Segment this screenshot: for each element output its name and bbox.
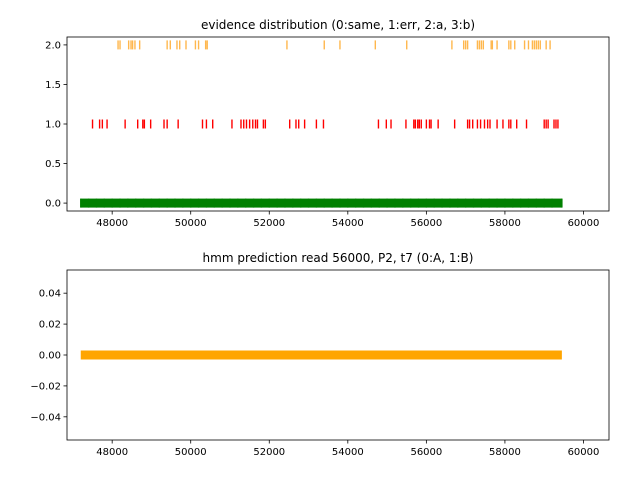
x-tick-label: 56000 [410,218,442,229]
y-tick-label: 0.02 [39,320,61,331]
y-tick-label: 1.0 [45,120,61,131]
x-tick-label: 60000 [568,447,600,458]
x-tick-label: 52000 [253,218,285,229]
axes-frame [66,36,610,212]
y-tick-label: −0.04 [30,412,61,423]
x-tick-label: 58000 [489,447,521,458]
chart-title: hmm prediction read 56000, P2, t7 (0:A, … [203,251,474,265]
y-tick-label: −0.02 [30,381,61,392]
y-tick-label: 0.0 [45,199,61,210]
x-tick-label: 52000 [253,447,285,458]
prediction-line [80,350,562,360]
y-tick-label: 0.04 [39,289,61,300]
y-tick-label: 1.5 [45,80,61,91]
chart-2: 48000 50000 52000 54000 56000 58000 60000 −0.04… [30,251,610,458]
y-tick-label: 0.5 [45,159,61,170]
x-tick-label: 50000 [175,218,207,229]
x-tick-label: 48000 [96,447,128,458]
chart-title: evidence distribution (0:same, 1:err, 2:… [201,18,475,32]
x-tick-label: 54000 [332,447,364,458]
x-tick-label: 50000 [175,447,207,458]
y-tick-label: 2.0 [45,40,61,51]
x-tick-label: 60000 [568,218,600,229]
evidence-band-same [80,198,562,208]
chart-1: 48000 50000 52000 54000 56000 58000 60000 0.0 0.… [45,18,610,229]
x-tick-label: 48000 [96,218,128,229]
plot-area [80,40,563,208]
x-tick-label: 56000 [410,447,442,458]
x-tick-label: 58000 [489,218,521,229]
y-tick-label: 0.00 [39,351,61,362]
x-tick-label: 54000 [332,218,364,229]
plot-area [80,350,562,360]
